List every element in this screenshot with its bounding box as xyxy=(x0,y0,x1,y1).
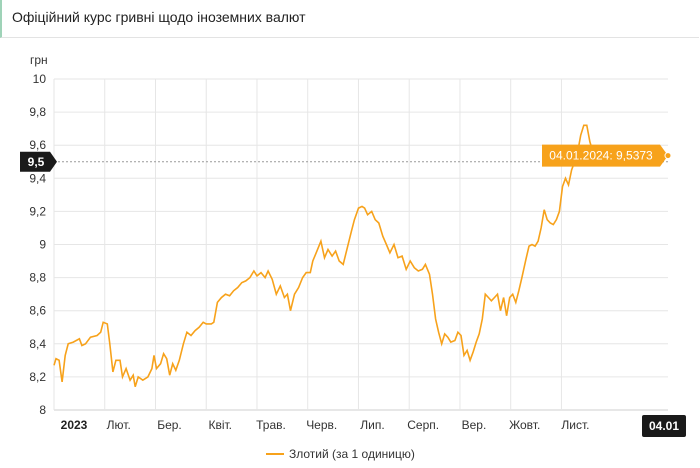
tooltip-marker xyxy=(664,152,672,160)
x-tick-label: 2023 xyxy=(61,418,88,432)
chart-title: Офіційний курс гривні щодо іноземних вал… xyxy=(12,9,306,25)
x-tick-label: Квіт. xyxy=(208,418,232,432)
y-crosshair-label: 9,5 xyxy=(28,155,45,169)
y-tick-label: 8,2 xyxy=(29,370,46,384)
series-line-zloty[interactable] xyxy=(53,124,669,388)
legend-swatch xyxy=(266,453,284,455)
x-tick-label: Лист. xyxy=(561,418,589,432)
y-axis-label: грн xyxy=(30,53,48,67)
y-crosshair-badge xyxy=(20,151,57,172)
x-axis-ticks: 2023 Лют. Бер. Квіт. Трав. Черв. Лип. Серп. Вер.… xyxy=(61,415,686,437)
x-tick-label: Лют. xyxy=(107,418,131,432)
x-crosshair-badge xyxy=(642,415,686,437)
y-axis-ticks: 10 9,8 9,6 9,4 9,2 9 8,8 8,6 8,4 8,2 8 xyxy=(29,72,46,417)
x-tick-label: Трав. xyxy=(256,418,286,432)
x-tick-label: Черв. xyxy=(306,418,337,432)
x-tick-label: 04.01 xyxy=(649,419,679,433)
x-tick-label: Серп. xyxy=(407,418,439,432)
legend[interactable]: Злотий (за 1 одиницю) xyxy=(266,447,415,461)
x-tick-label: Бер. xyxy=(157,418,182,432)
x-tick-label: Вер. xyxy=(462,418,487,432)
y-tick-label: 9,2 xyxy=(29,204,46,218)
x-tick-label: Лип. xyxy=(360,418,384,432)
y-tick-label: 10 xyxy=(33,72,47,86)
y-tick-label: 9,4 xyxy=(29,171,46,185)
y-tick-label: 9,6 xyxy=(29,138,46,152)
crosshair: 9,5 xyxy=(20,151,668,172)
y-tick-label: 8,8 xyxy=(29,271,46,285)
tooltip: 04.01.2024: 9,5373 xyxy=(542,144,672,167)
legend-label: Злотий (за 1 одиницю) xyxy=(289,447,415,461)
y-tick-label: 8 xyxy=(39,403,46,417)
x-tick-label: Жовт. xyxy=(509,418,540,432)
y-tick-label: 8,4 xyxy=(29,337,46,351)
chart-header: Офіційний курс гривні щодо іноземних вал… xyxy=(0,0,699,38)
y-tick-label: 9 xyxy=(39,238,46,252)
tooltip-box xyxy=(542,144,668,167)
y-tick-label: 9,8 xyxy=(29,105,46,119)
tooltip-text: 04.01.2024: 9,5373 xyxy=(549,149,653,163)
y-tick-label: 8,6 xyxy=(29,304,46,318)
grid-lines xyxy=(53,78,668,411)
